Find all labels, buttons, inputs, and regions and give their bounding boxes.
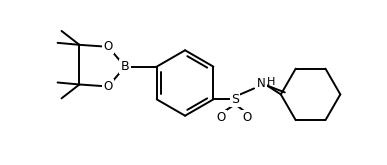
Text: N: N [257,77,265,90]
Text: S: S [231,93,239,106]
Text: H: H [267,77,275,86]
Text: B: B [121,60,129,73]
Text: O: O [103,40,113,53]
Text: O: O [103,80,113,93]
Text: O: O [217,111,226,124]
Text: O: O [243,111,252,124]
